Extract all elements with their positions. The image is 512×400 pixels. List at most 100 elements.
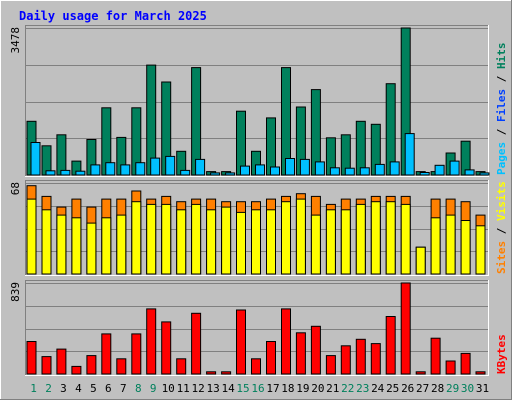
bar-kbytes-day-7 (116, 358, 127, 375)
bar-visits-day-31 (475, 225, 486, 275)
bar-kbytes-day-24 (370, 343, 381, 375)
bar-visits-day-17 (266, 209, 276, 275)
bar-visits-day-8 (131, 201, 142, 275)
legend-entry: / (495, 221, 508, 241)
bar-pages-day-30 (464, 169, 475, 176)
x-tick-label: 3 (60, 382, 67, 395)
legend-hits_files_pages: Pages / Files / Hits (495, 43, 508, 176)
bar-pages-day-16 (255, 164, 265, 176)
x-tick-label: 21 (326, 382, 339, 395)
x-tick-label: 8 (135, 382, 142, 395)
legend-entry: Visits (495, 181, 508, 221)
bar-hits-day-15 (236, 110, 246, 176)
bar-visits-day-10 (161, 203, 172, 275)
bar-visits-day-9 (146, 203, 157, 275)
bar-visits-day-23 (355, 203, 366, 275)
x-tick-label: 14 (221, 382, 235, 395)
x-tick-label: 20 (311, 382, 324, 395)
bar-pages-day-13 (210, 172, 221, 176)
bar-pages-day-18 (285, 158, 295, 176)
bar-kbytes-day-28 (430, 337, 441, 375)
bar-visits-day-28 (430, 217, 441, 275)
bar-visits-day-24 (370, 201, 381, 275)
bar-hits-day-12 (191, 67, 202, 176)
legend-entry: / (495, 122, 508, 142)
x-tick-label: 27 (416, 382, 429, 395)
bar-kbytes-day-14 (221, 371, 232, 375)
x-tick-label: 23 (356, 382, 369, 395)
legend-entry: KBytes (495, 334, 508, 374)
bar-kbytes-day-3 (56, 348, 67, 375)
bar-pages-day-19 (299, 158, 310, 176)
bar-visits-day-5 (86, 222, 97, 275)
bar-hits-day-25 (385, 83, 396, 176)
bar-pages-day-21 (329, 167, 340, 176)
bar-pages-day-7 (120, 164, 131, 176)
bar-kbytes-day-6 (101, 333, 112, 375)
bar-kbytes-day-17 (266, 341, 276, 375)
x-tick-label: 17 (266, 382, 279, 395)
bar-kbytes-day-25 (385, 316, 396, 375)
bar-kbytes-day-23 (355, 338, 366, 375)
bar-kbytes-day-10 (161, 321, 172, 375)
x-tick-label: 9 (150, 382, 157, 395)
bar-kbytes-day-22 (340, 345, 351, 375)
bar-visits-day-26 (400, 203, 411, 275)
bar-kbytes-day-1 (26, 341, 37, 375)
bar-hits-day-3 (56, 134, 67, 176)
x-tick-label: 30 (461, 382, 474, 395)
bar-pages-day-27 (419, 172, 430, 176)
bar-kbytes-day-2 (41, 356, 52, 375)
bar-pages-day-9 (150, 157, 161, 176)
legend-entry: Files (495, 89, 508, 122)
x-tick-label: 15 (236, 382, 249, 395)
x-tick-label: 4 (75, 382, 82, 395)
chart-panels: 3478 Pages / Files / Hits 68 Sites / Visits… (9, 25, 508, 376)
bar-visits-day-30 (460, 220, 471, 275)
bar-pages-day-1 (30, 142, 41, 176)
bar-pages-day-2 (45, 170, 56, 176)
bar-kbytes-day-21 (325, 355, 336, 375)
bar-visits-day-27 (415, 246, 426, 275)
bar-kbytes-day-30 (460, 352, 471, 375)
x-tick-label: 24 (371, 382, 385, 395)
bar-pages-day-3 (60, 169, 71, 176)
bar-pages-day-28 (434, 164, 445, 176)
y-max-label: 3478 (9, 27, 22, 54)
bar-visits-day-19 (295, 198, 306, 275)
bar-visits-day-4 (71, 217, 82, 275)
x-tick-label: 5 (90, 382, 97, 395)
bar-visits-day-1 (26, 198, 37, 275)
bar-pages-day-10 (165, 155, 176, 176)
bar-pages-day-12 (195, 158, 206, 176)
bar-visits-day-29 (445, 214, 456, 275)
bar-pages-day-26 (404, 133, 415, 176)
bar-kbytes-day-9 (146, 308, 157, 375)
legend-entry: / (495, 69, 508, 89)
bar-kbytes-day-16 (251, 358, 261, 375)
bar-pages-day-6 (105, 162, 116, 176)
bar-pages-day-23 (359, 167, 370, 176)
bar-visits-day-7 (116, 214, 127, 275)
bar-visits-day-15 (236, 211, 246, 275)
bar-visits-day-25 (385, 201, 396, 275)
x-tick-label: 16 (251, 382, 264, 395)
x-tick-label: 12 (191, 382, 204, 395)
bar-kbytes-day-5 (86, 355, 97, 375)
x-tick-label: 10 (162, 382, 175, 395)
bar-pages-day-15 (240, 165, 250, 176)
bar-visits-day-13 (206, 209, 217, 275)
bar-pages-day-24 (374, 163, 385, 176)
bar-visits-day-6 (101, 217, 112, 275)
bar-hits-day-17 (266, 117, 276, 176)
bar-visits-day-12 (191, 203, 202, 275)
bar-pages-day-29 (449, 160, 460, 176)
bar-pages-day-14 (225, 172, 236, 176)
legend-entry: Hits (495, 43, 508, 70)
x-tick-label: 31 (476, 382, 489, 395)
bar-kbytes-day-18 (281, 308, 291, 375)
x-tick-label: 13 (206, 382, 219, 395)
x-tick-label: 11 (177, 382, 190, 395)
y-max-label: 839 (9, 282, 22, 302)
